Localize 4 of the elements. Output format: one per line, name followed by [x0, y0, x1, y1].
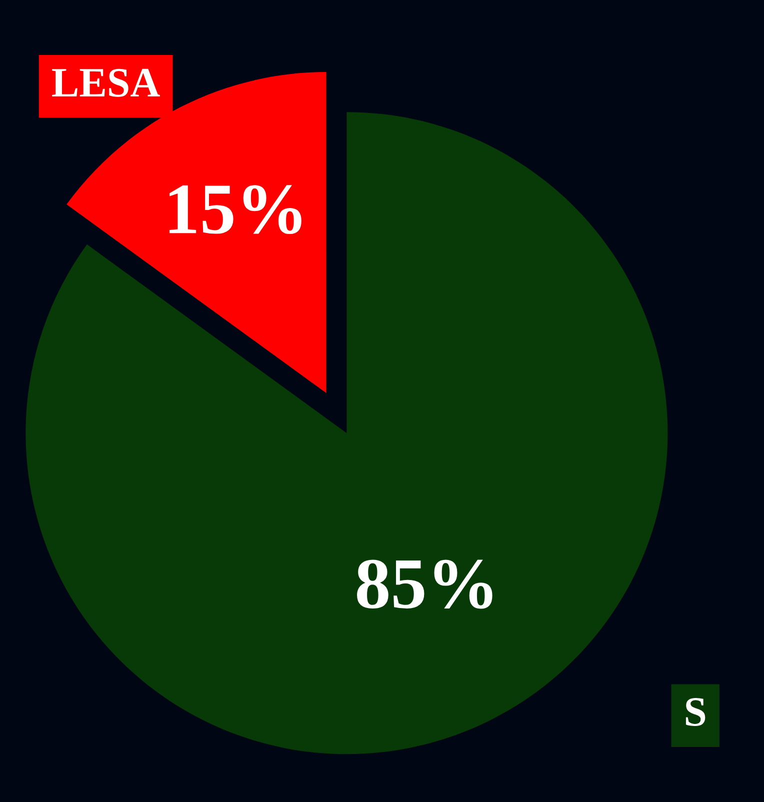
- slice-label: S: [686, 698, 706, 726]
- data-label: 15%: [169, 185, 302, 234]
- data-label: 85%: [357, 560, 492, 609]
- slice-label: LESA: [52, 68, 160, 97]
